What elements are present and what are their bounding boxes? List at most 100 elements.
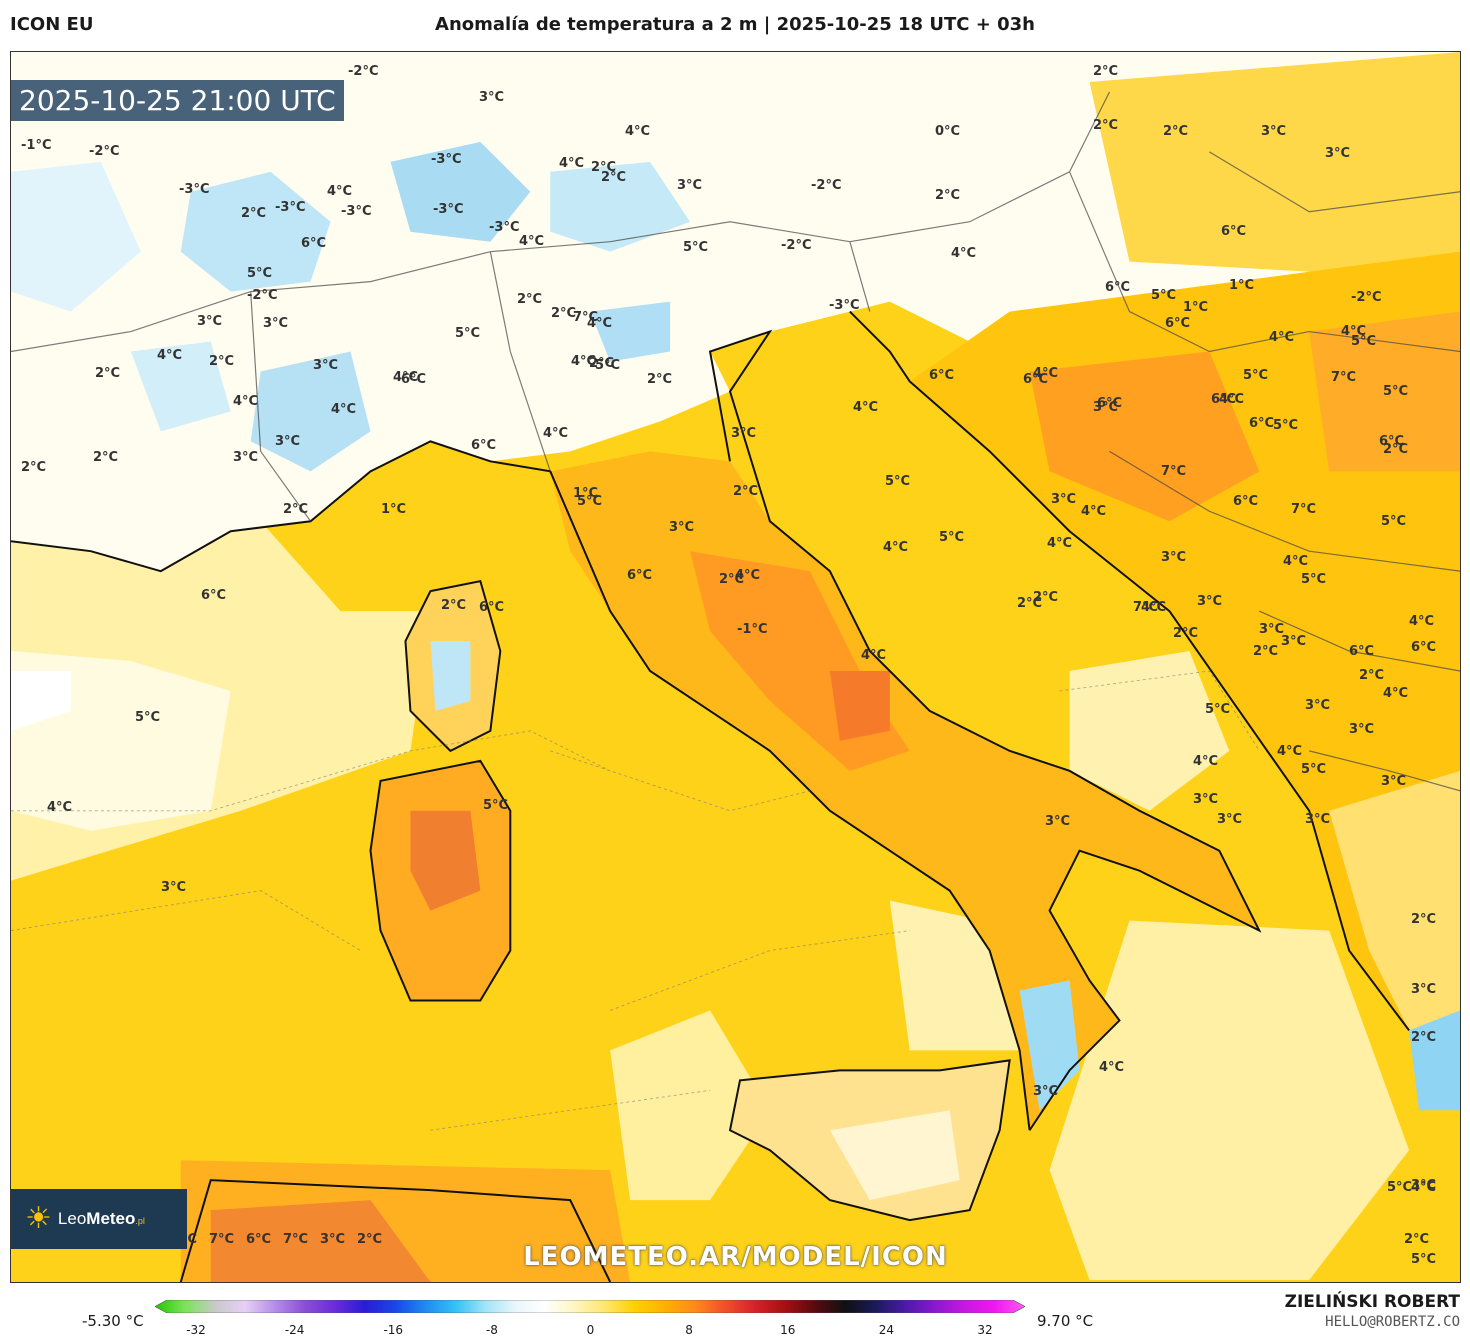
temperature-label: 7°C xyxy=(1161,464,1187,479)
temperature-label: 2°C xyxy=(935,188,961,203)
temperature-label: 3°C xyxy=(1197,594,1223,609)
temperature-label: 4°C xyxy=(1099,1060,1125,1075)
temperature-label: 2°C xyxy=(517,292,543,307)
temperature-label: 3°C xyxy=(1305,812,1331,827)
balkans-warm-2 xyxy=(1309,311,1460,472)
temperature-label: -3°C xyxy=(179,182,210,197)
temperature-label: 6°C xyxy=(1233,494,1259,509)
temperature-label: 4°C xyxy=(1409,614,1435,629)
temperature-label: -2°C xyxy=(1351,290,1382,305)
temperature-label: 3°C xyxy=(233,450,259,465)
colorbar-tick-label: 0 xyxy=(586,1323,595,1337)
apennines-hot xyxy=(829,670,890,741)
temperature-label: 3°C xyxy=(1033,1084,1059,1099)
temperature-label: 3°C xyxy=(1259,622,1285,637)
temperature-label: 3°C xyxy=(669,520,695,535)
temperature-label: 4°C xyxy=(1283,554,1309,569)
temperature-label: 2°C xyxy=(719,572,745,587)
temperature-label: 4°C xyxy=(625,124,651,139)
temperature-label: 4°C xyxy=(1219,392,1245,407)
temperature-label: 4°C xyxy=(1269,330,1295,345)
temperature-label: 4°C xyxy=(543,426,569,441)
temperature-label: 6°C xyxy=(1411,640,1437,655)
temperature-label: 6°C xyxy=(627,568,653,583)
temperature-label: 4°C xyxy=(1033,366,1059,381)
map-canvas xyxy=(11,52,1460,1282)
colorbar-min-label: -5.30 °C xyxy=(82,1312,144,1330)
temperature-label: 3°C xyxy=(320,1232,346,1247)
temperature-label: 1°C xyxy=(381,502,407,517)
temperature-label: 2°C xyxy=(1017,596,1043,611)
temperature-label: 6°C xyxy=(1379,434,1405,449)
temperature-label: 6°C xyxy=(1221,224,1247,239)
temperature-label: 2°C xyxy=(589,356,615,371)
temperature-label: 0°C xyxy=(935,124,961,139)
temperature-label: 5°C xyxy=(683,240,709,255)
temperature-label: 3°C xyxy=(731,426,757,441)
colorbar-tick-label: -8 xyxy=(485,1323,498,1337)
temperature-label: 4°C xyxy=(587,316,613,331)
temperature-label: 3°C xyxy=(263,316,289,331)
temperature-label: 4°C xyxy=(1383,686,1409,701)
contours xyxy=(11,670,1260,1131)
temperature-label: 4°C xyxy=(1341,324,1367,339)
temperature-label: -3°C xyxy=(489,220,520,235)
temperature-label: -2°C xyxy=(811,178,842,193)
temperature-label: 5°C xyxy=(135,710,161,725)
temperature-label: 5°C xyxy=(1383,384,1409,399)
temperature-label: 7°C xyxy=(573,310,599,325)
temperature-label: 3°C xyxy=(1325,146,1351,161)
temperature-label: 6°C xyxy=(201,588,227,603)
watermark-url: LEOMETEO.AR/MODEL/ICON xyxy=(523,1242,948,1272)
sardinia-hot xyxy=(410,810,481,911)
temperature-label: 2°C xyxy=(1359,668,1385,683)
temperature-label: 6°C xyxy=(301,236,327,251)
temperature-label: 3°C xyxy=(1217,812,1243,827)
temperature-label: 3°C xyxy=(1161,550,1187,565)
alps-cold-3 xyxy=(550,161,691,252)
temperature-label: 6°C xyxy=(1165,316,1191,331)
temperature-label: 3°C xyxy=(1193,792,1219,807)
temperature-label: 4°C xyxy=(1277,744,1303,759)
temperature-label: 2°C xyxy=(551,306,577,321)
leometeo-logo: ☀ LeoMeteo.pl xyxy=(11,1189,187,1249)
temperature-label: 4°C xyxy=(1081,504,1107,519)
temperature-label: 5°C xyxy=(455,326,481,341)
alps-cold-1 xyxy=(180,171,331,292)
temperature-label: 6°C xyxy=(1023,372,1049,387)
west-sea-white xyxy=(11,670,71,731)
temperature-label: 6°C xyxy=(1105,280,1131,295)
temperature-label: 4°C xyxy=(853,400,879,415)
temperature-label: 2°C xyxy=(93,450,119,465)
temperature-label: 5°C xyxy=(1351,334,1377,349)
south-sea-light xyxy=(610,1010,770,1201)
temperature-label: 3°C xyxy=(275,434,301,449)
temperature-label: 3°C xyxy=(1051,492,1077,507)
temperature-label: 6°C xyxy=(1349,644,1375,659)
author-name: ZIELIŃSKI ROBERT xyxy=(1284,1292,1460,1312)
temperature-label: 3°C xyxy=(1305,698,1331,713)
temperature-label: 2°C xyxy=(1033,590,1059,605)
colorbar-tick-label: -16 xyxy=(383,1323,404,1337)
colorbar-ticks: -32 -24 -16 -8 0 8 16 24 32 xyxy=(0,1323,1470,1337)
temperature-label: 4°C xyxy=(327,184,353,199)
borders xyxy=(11,91,1460,792)
temperature-label: 6°C xyxy=(479,600,505,615)
temperature-label: 6°C xyxy=(929,368,955,383)
temperature-label: 5°C xyxy=(1301,572,1327,587)
pannonia-land xyxy=(1089,52,1460,272)
temperature-label: 3°C xyxy=(479,90,505,105)
temperature-label: 5°C xyxy=(1151,288,1177,303)
temperature-label: 2°C xyxy=(1411,912,1437,927)
temperature-label: 4°C xyxy=(331,402,357,417)
map-title: Anomalía de temperatura a 2 m | 2025-10-… xyxy=(435,14,1035,35)
colorbar-tick-label: -24 xyxy=(284,1323,305,1337)
colorbar-tick-label: 16 xyxy=(780,1323,796,1337)
temperature-label: -1°C xyxy=(737,622,768,637)
coastlines xyxy=(11,310,1410,1282)
temperature-anomaly-map[interactable]: 2025-10-25 21:00 UTC -2°C 2°C 3°C -1°C -2°C 4… xyxy=(10,51,1461,1283)
temperature-label: 5°C xyxy=(577,494,603,509)
author-email[interactable]: HELLO@ROBERTZ.CO xyxy=(1325,1314,1460,1330)
temperature-label: -2°C xyxy=(781,238,812,253)
temperature-label: 4°C xyxy=(559,156,585,171)
